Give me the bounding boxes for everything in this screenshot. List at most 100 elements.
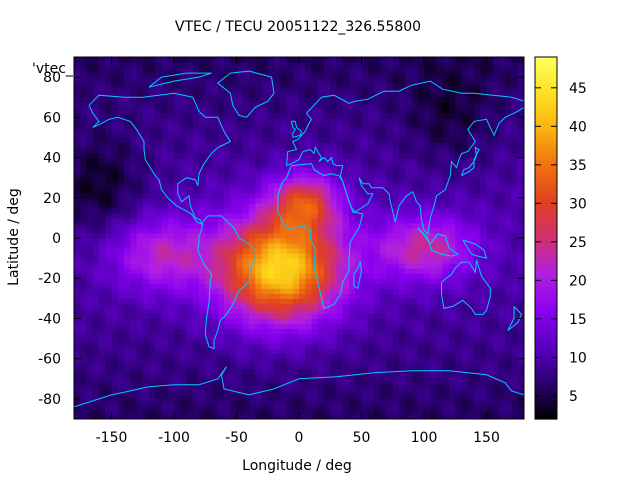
heatmap-cell bbox=[124, 217, 131, 224]
heatmap-cell bbox=[305, 348, 313, 355]
heatmap-cell bbox=[99, 222, 106, 229]
heatmap-cell bbox=[517, 378, 524, 385]
heatmap-cell bbox=[111, 298, 119, 304]
heatmap-cell bbox=[417, 117, 425, 123]
heatmap-cell bbox=[286, 283, 294, 289]
heatmap-cell bbox=[311, 77, 319, 83]
heatmap-cell bbox=[124, 263, 131, 269]
heatmap-cell bbox=[511, 413, 519, 419]
heatmap-cell bbox=[180, 328, 188, 335]
heatmap-cell bbox=[117, 197, 125, 204]
heatmap-cell bbox=[324, 147, 331, 154]
heatmap-cell bbox=[205, 222, 213, 229]
heatmap-cell bbox=[242, 207, 250, 214]
heatmap-cell bbox=[74, 238, 81, 244]
heatmap-cell bbox=[180, 217, 188, 224]
heatmap-cell bbox=[280, 87, 288, 93]
heatmap-cell bbox=[192, 127, 200, 134]
heatmap-cell bbox=[292, 172, 300, 179]
heatmap-cell bbox=[317, 147, 325, 154]
heatmap-cell bbox=[511, 107, 519, 113]
heatmap-cell bbox=[436, 413, 444, 419]
heatmap-cell bbox=[417, 77, 425, 83]
heatmap-cell bbox=[517, 127, 524, 134]
heatmap-cell bbox=[424, 323, 431, 330]
heatmap-cell bbox=[242, 353, 250, 360]
heatmap-cell bbox=[261, 77, 269, 83]
heatmap-cell bbox=[74, 197, 81, 204]
heatmap-cell bbox=[367, 197, 375, 204]
heatmap-cell bbox=[499, 82, 506, 88]
heatmap-cell bbox=[236, 67, 244, 73]
heatmap-cell bbox=[324, 157, 331, 164]
heatmap-cell bbox=[136, 187, 144, 194]
heatmap-cell bbox=[449, 343, 456, 350]
heatmap-cell bbox=[349, 253, 356, 259]
heatmap-cell bbox=[286, 162, 294, 169]
heatmap-cell bbox=[192, 258, 200, 264]
heatmap-cell bbox=[205, 112, 213, 118]
heatmap-cell bbox=[467, 97, 475, 103]
heatmap-cell bbox=[399, 152, 406, 159]
heatmap-cell bbox=[92, 117, 100, 123]
heatmap-cell bbox=[486, 378, 494, 385]
heatmap-cell bbox=[111, 97, 119, 103]
heatmap-cell bbox=[199, 313, 206, 320]
heatmap-cell bbox=[199, 253, 206, 259]
heatmap-cell bbox=[124, 283, 131, 289]
heatmap-cell bbox=[155, 177, 163, 184]
heatmap-cell bbox=[324, 222, 331, 229]
heatmap-cell bbox=[380, 308, 388, 315]
heatmap-cell bbox=[474, 248, 481, 254]
heatmap-cell bbox=[499, 238, 506, 244]
heatmap-cell bbox=[230, 243, 238, 249]
heatmap-cell bbox=[349, 413, 356, 419]
heatmap-cell bbox=[474, 92, 481, 98]
heatmap-cell bbox=[224, 177, 231, 184]
heatmap-cell bbox=[267, 157, 275, 164]
heatmap-cell bbox=[355, 87, 363, 93]
heatmap-cell bbox=[242, 92, 250, 98]
heatmap-cell bbox=[230, 92, 238, 98]
heatmap-cell bbox=[355, 72, 363, 78]
heatmap-cell bbox=[180, 227, 188, 234]
heatmap-cell bbox=[386, 413, 394, 419]
heatmap-cell bbox=[117, 258, 125, 264]
heatmap-cell bbox=[299, 403, 306, 410]
heatmap-cell bbox=[92, 142, 100, 149]
heatmap-cell bbox=[86, 92, 94, 98]
heatmap-cell bbox=[80, 132, 88, 139]
heatmap-cell bbox=[342, 383, 350, 390]
heatmap-cell bbox=[205, 132, 213, 139]
heatmap-cell bbox=[330, 273, 338, 279]
heatmap-cell bbox=[80, 212, 88, 219]
heatmap-cell bbox=[86, 152, 94, 159]
heatmap-cell bbox=[511, 393, 519, 400]
heatmap-cell bbox=[374, 268, 381, 274]
heatmap-cell bbox=[430, 348, 438, 355]
heatmap-cell bbox=[417, 202, 425, 209]
heatmap-cell bbox=[186, 293, 194, 299]
heatmap-cell bbox=[311, 102, 319, 108]
heatmap-cell bbox=[492, 177, 500, 184]
heatmap-cell bbox=[449, 323, 456, 330]
heatmap-cell bbox=[186, 207, 194, 214]
heatmap-cell bbox=[449, 162, 456, 169]
heatmap-cell bbox=[417, 278, 425, 284]
heatmap-cell bbox=[130, 278, 138, 284]
heatmap-cell bbox=[242, 157, 250, 164]
heatmap-cell bbox=[249, 102, 256, 108]
heatmap-cell bbox=[392, 192, 400, 199]
heatmap-cell bbox=[424, 303, 431, 309]
heatmap-cell bbox=[161, 248, 169, 254]
heatmap-cell bbox=[317, 212, 325, 219]
heatmap-cell bbox=[205, 162, 213, 169]
heatmap-cell bbox=[424, 97, 431, 103]
heatmap-cell bbox=[405, 408, 413, 415]
heatmap-cell bbox=[436, 87, 444, 93]
heatmap-cell bbox=[455, 403, 463, 410]
heatmap-cell bbox=[399, 278, 406, 284]
heatmap-cell bbox=[80, 162, 88, 169]
heatmap-cell bbox=[230, 358, 238, 365]
heatmap-cell bbox=[361, 122, 369, 128]
